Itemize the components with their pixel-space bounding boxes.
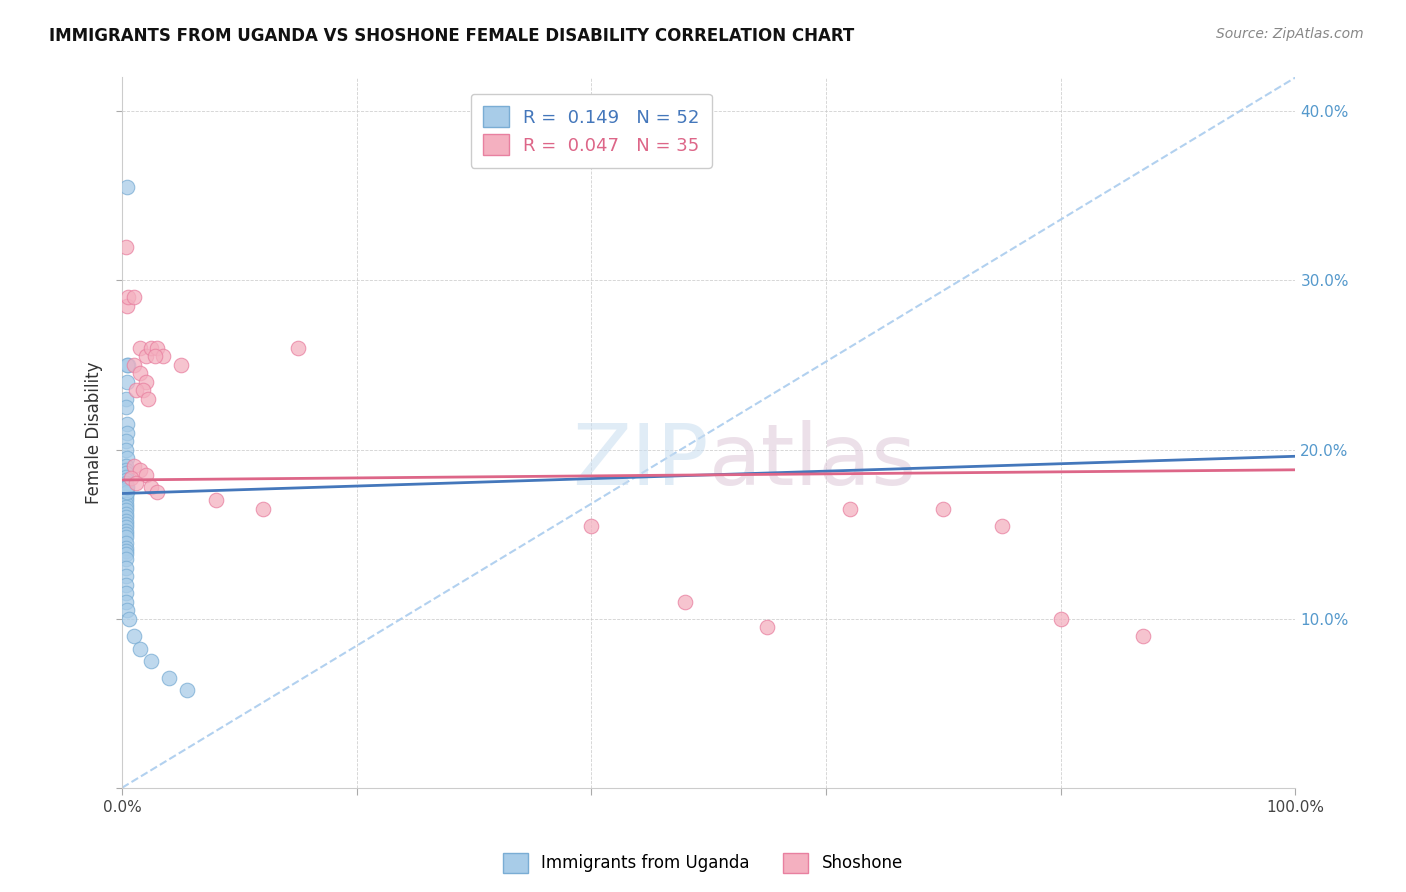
Point [114,500,136,514]
Point [115,450,138,465]
Point [114,531,136,545]
Point [838,501,860,516]
Text: IMMIGRANTS FROM UGANDA VS SHOSHONE FEMALE DISABILITY CORRELATION CHART: IMMIGRANTS FROM UGANDA VS SHOSHONE FEMAL… [49,27,855,45]
Point [114,535,136,549]
Point [122,358,145,372]
Point [1132,628,1154,642]
Text: ZIP: ZIP [572,419,709,502]
Point [991,518,1014,533]
Point [114,561,136,575]
Point [114,401,136,415]
Point [114,239,136,253]
Y-axis label: Female Disability: Female Disability [86,361,103,504]
Point [152,350,174,364]
Point [114,476,136,491]
Point [117,290,139,304]
Point [125,384,148,398]
Point [115,180,138,194]
Point [114,480,136,494]
Point [115,484,138,499]
Point [122,290,145,304]
Point [114,514,136,528]
Point [115,417,138,431]
Point [132,384,155,398]
Point [932,501,955,516]
Point [114,459,136,474]
Point [114,520,136,534]
Point [143,350,166,364]
Legend: R =  0.149   N = 52, R =  0.047   N = 35: R = 0.149 N = 52, R = 0.047 N = 35 [471,94,711,168]
Point [115,603,138,617]
Point [114,516,136,531]
Point [122,628,145,642]
Point [128,463,150,477]
Point [117,358,139,372]
Point [114,463,136,477]
Point [1049,612,1071,626]
Legend: Immigrants from Uganda, Shoshone: Immigrants from Uganda, Shoshone [496,847,910,880]
Point [128,642,150,657]
Point [115,299,138,313]
Point [114,486,136,500]
Point [114,527,136,541]
Point [114,510,136,524]
Point [141,654,163,668]
Point [114,466,136,480]
Point [114,503,136,517]
Point [118,612,141,626]
Point [673,595,696,609]
Point [134,467,156,482]
Point [115,375,138,389]
Point [287,341,309,355]
Point [114,497,136,511]
Point [114,544,136,558]
Point [141,480,163,494]
Point [146,484,169,499]
Point [115,425,138,440]
Point [114,541,136,555]
Point [125,476,148,491]
Point [756,620,779,634]
Point [114,469,136,483]
Point [122,459,145,474]
Point [115,480,138,494]
Point [114,434,136,448]
Point [114,392,136,406]
Point [176,682,198,697]
Point [128,341,150,355]
Point [128,367,150,381]
Point [115,358,138,372]
Point [114,586,136,600]
Point [114,524,136,538]
Text: Source: ZipAtlas.com: Source: ZipAtlas.com [1216,27,1364,41]
Point [134,375,156,389]
Point [114,578,136,592]
Point [581,518,603,533]
Point [141,341,163,355]
Point [114,493,136,508]
Point [170,358,193,372]
Point [205,493,228,508]
Point [157,671,180,685]
Point [114,569,136,583]
Point [114,552,136,566]
Point [136,392,159,406]
Point [114,442,136,457]
Point [114,483,136,497]
Point [114,507,136,521]
Point [114,473,136,487]
Point [120,471,142,485]
Point [252,501,274,516]
Point [114,595,136,609]
Point [114,547,136,561]
Point [146,341,169,355]
Point [114,490,136,504]
Text: atlas: atlas [709,419,917,502]
Point [134,350,156,364]
